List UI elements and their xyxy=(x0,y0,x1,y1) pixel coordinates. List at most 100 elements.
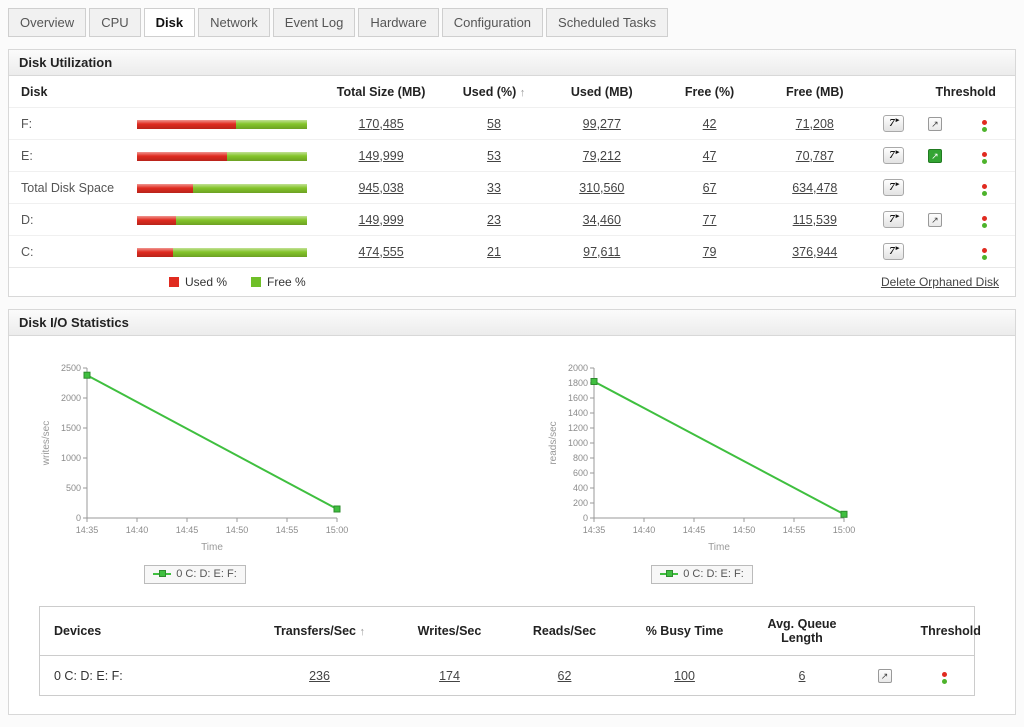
col-free-pct[interactable]: Free (%) xyxy=(684,85,735,99)
used-mb-value[interactable]: 79,212 xyxy=(582,148,621,163)
red-dot-icon xyxy=(981,216,987,221)
queue-length-value[interactable]: 6 xyxy=(798,668,806,683)
svg-text:500: 500 xyxy=(66,483,81,493)
col-devices[interactable]: Devices xyxy=(39,606,250,656)
series-marker-icon xyxy=(153,570,172,578)
transfers-value[interactable]: 236 xyxy=(309,668,330,683)
col-reads[interactable]: Reads/Sec xyxy=(509,606,620,656)
tab-event-log[interactable]: Event Log xyxy=(272,8,356,37)
seven-day-graph-button[interactable]: 7▸ xyxy=(883,211,905,228)
total-size-value[interactable]: 170,485 xyxy=(358,116,404,131)
used-mb-value[interactable]: 310,560 xyxy=(579,180,625,195)
sort-asc-icon: ↑ xyxy=(519,87,526,99)
free-pct-value[interactable]: 47 xyxy=(702,148,717,163)
writes-value[interactable]: 174 xyxy=(439,668,460,683)
svg-text:1800: 1800 xyxy=(568,378,588,388)
free-mb-value[interactable]: 70,787 xyxy=(795,148,834,163)
free-pct-value[interactable]: 67 xyxy=(702,180,717,195)
chart-legend-label: 0 C: D: E: F: xyxy=(683,568,744,580)
svg-text:15:00: 15:00 xyxy=(833,525,856,535)
col-writes[interactable]: Writes/Sec xyxy=(389,606,510,656)
io-row: 0 C: D: E: F: 236 174 62 100 6 ↗ xyxy=(40,656,975,696)
used-pct-value[interactable]: 23 xyxy=(487,212,501,227)
tab-network[interactable]: Network xyxy=(198,8,270,37)
threshold-icon[interactable] xyxy=(980,183,989,197)
col-used-pct[interactable]: Used (%) ↑ xyxy=(445,76,543,108)
launch-icon[interactable]: ↗ xyxy=(927,149,942,163)
launch-icon[interactable]: ↗ xyxy=(877,669,892,683)
used-pct-value[interactable]: 33 xyxy=(487,180,501,195)
used-bar-segment xyxy=(136,215,177,225)
total-size-value[interactable]: 149,999 xyxy=(358,212,404,227)
threshold-icon[interactable] xyxy=(940,671,949,685)
legend-label: Free % xyxy=(267,275,306,289)
svg-text:writes/sec: writes/sec xyxy=(41,421,52,466)
threshold-icon[interactable] xyxy=(980,247,989,261)
used-bar-segment xyxy=(136,247,173,257)
col-free-mb[interactable]: Free (MB) xyxy=(785,85,844,99)
launch-icon[interactable]: ↗ xyxy=(927,117,942,131)
delete-orphaned-disk-link[interactable]: Delete Orphaned Disk xyxy=(880,275,999,289)
svg-text:2000: 2000 xyxy=(568,363,588,373)
used-mb-value[interactable]: 34,460 xyxy=(582,212,621,227)
svg-text:reads/sec: reads/sec xyxy=(548,421,559,464)
svg-text:Time: Time xyxy=(708,542,730,553)
green-dot-icon xyxy=(981,159,987,164)
tab-hardware[interactable]: Hardware xyxy=(358,8,439,37)
free-mb-value[interactable]: 71,208 xyxy=(795,116,834,131)
tab-configuration[interactable]: Configuration xyxy=(441,8,544,37)
legend-item-free: Free % xyxy=(251,275,306,289)
used-mb-value[interactable]: 97,611 xyxy=(583,244,621,259)
col-used-mb[interactable]: Used (MB) xyxy=(570,85,633,99)
free-pct-value[interactable]: 77 xyxy=(702,212,717,227)
line-chart: 0 200 400 600 800 1000 1200 1400 1600 1800 2000 14:… xyxy=(546,356,858,559)
used-pct-value[interactable]: 53 xyxy=(487,148,501,163)
total-size-value[interactable]: 474,555 xyxy=(358,244,404,259)
tab-cpu[interactable]: CPU xyxy=(89,8,141,37)
free-mb-value[interactable]: 376,944 xyxy=(792,244,838,259)
usage-bar xyxy=(136,183,307,193)
free-pct-value[interactable]: 79 xyxy=(702,244,717,259)
svg-text:14:55: 14:55 xyxy=(276,525,299,535)
free-mb-value[interactable]: 634,478 xyxy=(792,180,838,195)
legend-item-used: Used % xyxy=(169,275,227,289)
seven-day-graph-button[interactable]: 7▸ xyxy=(883,115,905,132)
seven-day-graph-button[interactable]: 7▸ xyxy=(883,243,905,260)
col-queue[interactable]: Avg. Queue Length xyxy=(749,606,855,656)
free-pct-value[interactable]: 42 xyxy=(702,116,717,131)
tab-scheduled-tasks[interactable]: Scheduled Tasks xyxy=(546,8,669,37)
launch-icon[interactable]: ↗ xyxy=(927,213,942,227)
usage-bar xyxy=(136,215,307,225)
svg-text:2000: 2000 xyxy=(61,393,81,403)
used-pct-value[interactable]: 21 xyxy=(487,244,501,259)
used-mb-value[interactable]: 99,277 xyxy=(582,116,621,131)
tab-disk[interactable]: Disk xyxy=(143,8,196,37)
disk-table-footer: Used % Free % Delete Orphaned Disk xyxy=(9,267,1015,296)
col-busy[interactable]: % Busy Time xyxy=(619,606,750,656)
col-total-size[interactable]: Total Size (MB) xyxy=(336,85,426,99)
reads-value[interactable]: 62 xyxy=(557,668,572,683)
io-table-body: 0 C: D: E: F: 236 174 62 100 6 ↗ xyxy=(40,656,975,696)
col-transfers[interactable]: Transfers/Sec ↑ xyxy=(249,606,390,656)
used-pct-value[interactable]: 58 xyxy=(487,116,501,131)
svg-text:Time: Time xyxy=(201,542,223,553)
disk-row: F: 170,485 58 99,277 42 71,208 7▸ ↗ xyxy=(9,107,1015,140)
threshold-icon[interactable] xyxy=(980,119,989,133)
seven-day-graph-button[interactable]: 7▸ xyxy=(883,147,905,164)
free-mb-value[interactable]: 115,539 xyxy=(792,212,837,227)
threshold-icon[interactable] xyxy=(980,215,989,229)
disk-row: D: 149,999 23 34,460 77 115,539 7▸ ↗ xyxy=(9,203,1015,236)
tab-overview[interactable]: Overview xyxy=(8,8,87,37)
svg-text:14:50: 14:50 xyxy=(226,525,249,535)
seven-day-graph-button[interactable]: 7▸ xyxy=(883,179,905,196)
reads-chart-block: 0 200 400 600 800 1000 1200 1400 1600 1800 2000 14:… xyxy=(546,356,858,584)
red-dot-icon xyxy=(981,248,987,253)
svg-text:14:50: 14:50 xyxy=(733,525,756,535)
threshold-icon[interactable] xyxy=(980,151,989,165)
total-size-value[interactable]: 149,999 xyxy=(358,148,404,163)
red-dot-icon xyxy=(981,184,987,189)
total-size-value[interactable]: 945,038 xyxy=(358,180,404,195)
svg-text:0: 0 xyxy=(583,513,588,523)
col-disk[interactable]: Disk xyxy=(21,85,48,99)
busy-time-value[interactable]: 100 xyxy=(674,668,695,683)
